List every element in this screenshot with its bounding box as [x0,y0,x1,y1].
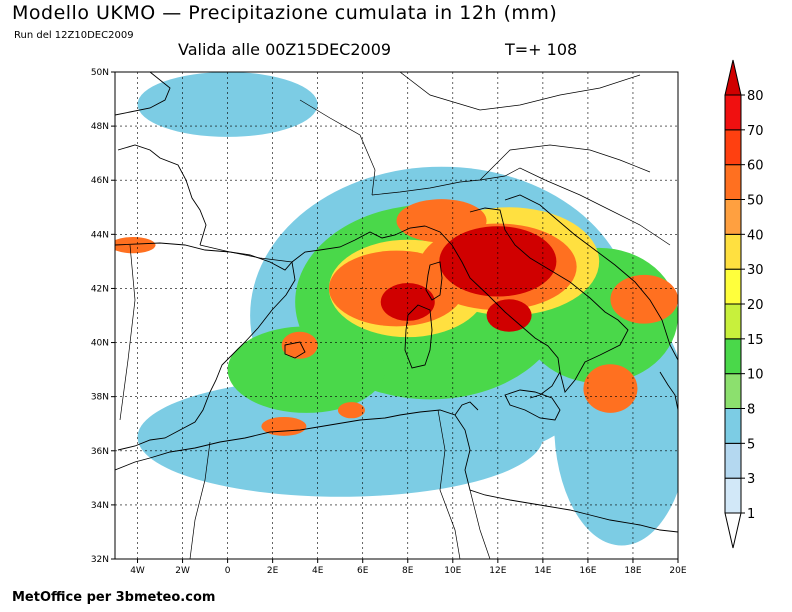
precip-area-6 [227,326,386,413]
colorbar-label: 60 [747,159,764,174]
coastline-north-africa [115,409,678,533]
border-algeria-morocco [189,441,211,559]
coastline-england [115,72,171,116]
border-france-germany [299,99,376,196]
border-algeria-tunisia [437,409,461,559]
forecast-step: T=+ 108 [505,40,578,59]
colorbar-segment [724,129,742,166]
colorbar-label: 20 [747,298,764,313]
map-axes: 4W 2W 0 2E 4E 6E 8E 10E 12E 14E 16E 18E 20E 32N 34N 36N… [91,68,687,576]
credit-text: MetOffice per 3bmeteo.com [12,590,216,605]
colorbar-label: 10 [747,368,764,383]
coastline-sicily [504,389,561,421]
precip-area-11 [396,199,487,243]
border-germany-east [399,72,641,111]
precip-area-12 [281,331,318,359]
colorbar-label: 15 [747,333,764,348]
lat-tick-label: 32N [91,555,109,565]
colorbar-label: 50 [747,194,764,209]
colorbar-segment [724,164,742,201]
lon-tick-label: 4W [130,566,145,576]
colorbar-label: 3 [747,472,755,487]
coastline-corsica [425,261,443,301]
colorbar-label: 30 [747,263,764,278]
colorbar-label: 1 [747,507,755,522]
colorbar-label: 80 [747,89,764,104]
lon-tick-label: 18E [624,566,641,576]
precip-area-13 [583,364,638,413]
coastline-tunisia [454,401,479,416]
colorbar-segment [724,233,742,270]
colorbar-bottom-arrow [724,512,742,549]
border-spain-portugal [119,244,136,421]
coastline-italy-west [424,225,561,399]
lon-tick-label: 10E [444,566,461,576]
colorbar-segment [724,303,742,340]
colorbar-segment [724,477,742,514]
border-austria [479,144,651,181]
lat-tick-label: 40N [91,339,109,349]
lat-tick-label: 46N [91,176,109,186]
lon-tick-label: 6E [357,566,369,576]
coastline-mallorca [284,341,306,359]
map-title: Modello UKMO — Precipitazione cumulata i… [12,2,558,24]
borders-layer [119,72,671,559]
colorbar-segment [724,408,742,444]
precip-area-15 [261,416,307,436]
border-alps [371,167,546,196]
lon-tick-label: 16E [579,566,596,576]
coastline-sardinia [404,304,433,369]
colorbar-segment [724,199,742,235]
precip-area-16 [337,402,365,419]
lon-tick-label: 4E [312,566,324,576]
precip-area-22 [391,291,424,313]
precip-area-17 [115,237,156,254]
lon-tick-label: 8E [402,566,414,576]
coastline-layer [115,72,678,533]
border-balkans-inner [544,179,671,246]
lon-tick-label: 14E [534,566,551,576]
colorbar-label: 5 [747,437,755,452]
lon-tick-label: 0 [225,566,231,576]
lat-tick-label: 34N [91,501,109,511]
valid-time: Valida alle 00Z15DEC2009 [178,40,392,59]
lon-tick-label: 12E [489,566,506,576]
colorbar-label: 70 [747,124,764,139]
border-france-spain [199,244,293,263]
precip-area-1 [137,377,543,497]
run-info: Run del 12Z10DEC2009 [14,30,134,41]
colorbar-top-arrow [724,59,742,96]
coastline-balkans [504,194,678,361]
coastline-greece [659,371,678,411]
lat-tick-label: 42N [91,284,109,294]
lon-tick-label: 2W [175,566,190,576]
colorbar-segment [724,268,742,305]
lat-tick-label: 38N [91,393,109,403]
colorbar-segment [724,338,742,375]
border-tunisia-libya [469,489,491,559]
coastline-france-med [291,225,426,263]
lat-tick-label: 50N [91,68,109,78]
lon-tick-label: 20E [669,566,686,576]
colorbar: 1 3 5 8 10 15 20 30 40 50 60 70 80 [724,59,764,549]
colorbar-label: 40 [747,228,764,243]
colorbar-segment [724,94,742,131]
coastline-france-west [117,144,207,246]
colorbar-segment [724,373,742,409]
map-frame [114,71,679,560]
lat-tick-label: 48N [91,122,109,132]
colorbar-segment [724,442,742,479]
lat-tick-label: 44N [91,230,109,240]
colorbar-label: 8 [747,403,755,418]
coastline-italy-east [469,207,629,393]
lat-tick-label: 36N [91,447,109,457]
lon-tick-label: 2E [267,566,279,576]
precip-area-14 [610,274,678,324]
